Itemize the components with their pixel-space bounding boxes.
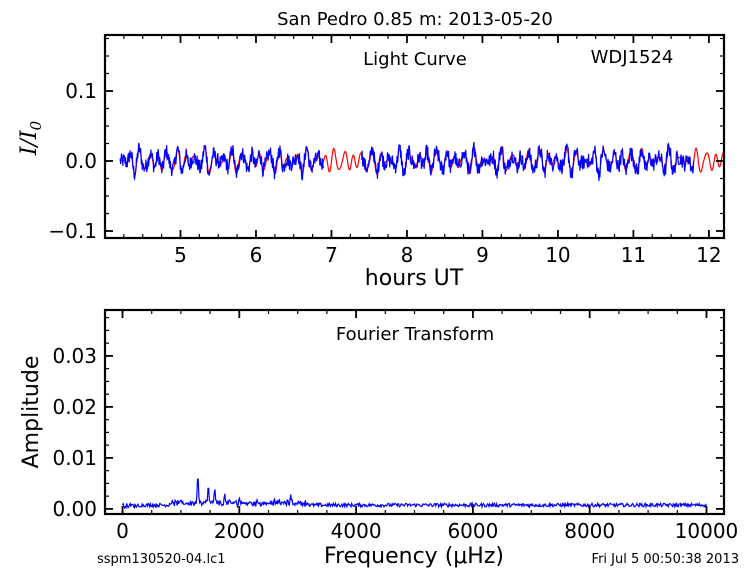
series-line-fourier [121,478,707,510]
y-tick-label: 0.03 [52,344,97,368]
x-tick-label: 8 [401,243,414,267]
x-tick-label: 10000 [675,519,739,543]
target-name-label: WDJ1524 [591,47,674,68]
x-tick-label: 7 [325,243,338,267]
footer-filename: sspm130520-04.lc1 [97,552,225,567]
y-tick-label: −0.1 [48,219,97,243]
x-tick-label: 6000 [447,519,498,543]
x-tick-label: 8000 [564,519,615,543]
x-tick-label: 5 [174,243,187,267]
y-tick-label: 0.02 [52,395,97,419]
series-line-data [361,141,695,181]
light-curve-ylabel: I/I0 [17,120,45,156]
light-curve-xlabel: hours UT [365,266,464,291]
y-tick-label: 0.01 [52,446,97,470]
light-curve-series-group [119,141,724,181]
x-tick-label: 10 [545,243,570,267]
fourier-ticks: 0 2000 4000 6000 8000 10000 0.00 0.01 0.02 0.03 [52,310,738,543]
footer-timestamp: Fri Jul 5 00:50:38 2013 [592,552,739,567]
y-tick-label: 0.1 [65,79,97,103]
x-tick-label: 0 [116,519,129,543]
light-curve-annotation: Light Curve [363,49,467,70]
x-tick-label: 4000 [331,519,382,543]
x-tick-label: 9 [476,243,489,267]
y-tick-label: 0.00 [52,497,97,521]
fourier-series-group [121,478,707,510]
light-curve-frame [103,33,726,240]
y-tick-label: 0.0 [65,149,97,173]
svg-text:I/I0: I/I0 [17,120,45,156]
fourier-panel: 0 2000 4000 6000 8000 10000 0.00 0.01 0.02 0.03 F… [19,308,738,569]
fourier-annotation: Fourier Transform [336,324,494,345]
series-line-data [119,142,325,181]
x-tick-label: 2000 [214,519,265,543]
fourier-ylabel: Amplitude [19,356,44,469]
light-curve-panel: 5 6 7 8 9 10 11 12 −0.1 0.0 0.1 Light Curve WDJ152… [17,33,726,291]
x-tick-label: 12 [696,243,721,267]
light-curve-ticks: 5 6 7 8 9 10 11 12 −0.1 0.0 0.1 [48,35,724,267]
fourier-xlabel: Frequency (μHz) [324,544,504,569]
x-tick-label: 6 [250,243,263,267]
figure-title: San Pedro 0.85 m: 2013-05-20 [277,9,553,30]
x-tick-label: 11 [621,243,646,267]
